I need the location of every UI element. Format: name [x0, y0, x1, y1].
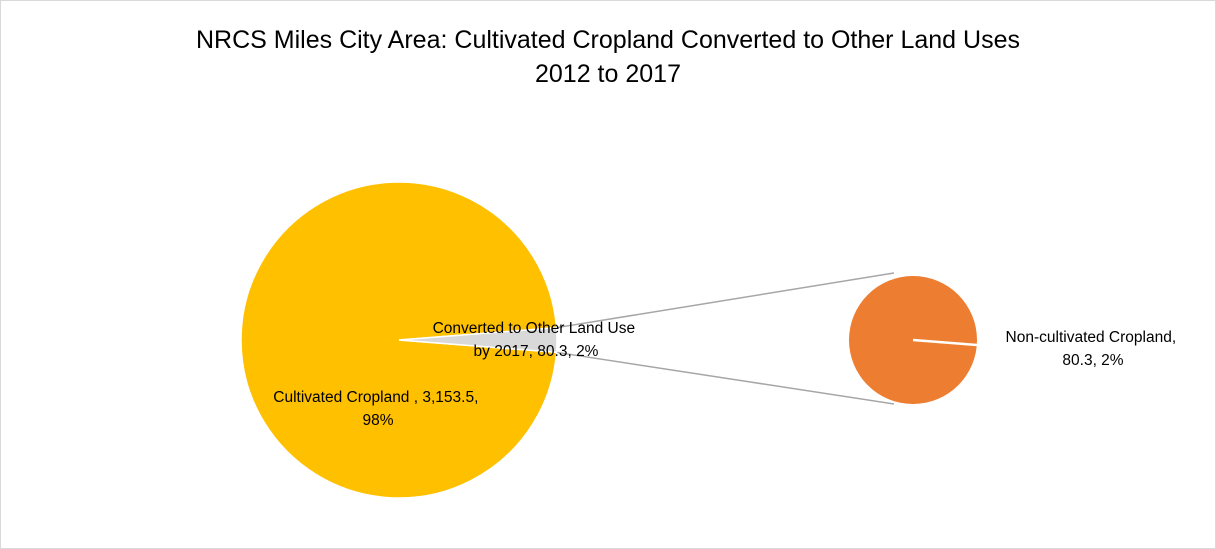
slice-converted-to-other-land-use	[398, 326, 558, 354]
slice-cultivated-cropland	[240, 181, 558, 499]
label-cultivated-line-2: 98%	[362, 412, 393, 429]
label-non-cultivated-cropland: Non-cultivated Cropland, 80.3, 2%	[1006, 329, 1181, 369]
chart-title-line-2: 2012 to 2017	[535, 60, 681, 88]
connector-line-bottom	[556, 351, 895, 405]
label-cultivated-cropland: Cultivated Cropland , 3,153.5, 98%	[273, 389, 482, 429]
chart-title: NRCS Miles City Area: Cultivated Croplan…	[1, 23, 1215, 91]
connector-line-top	[556, 272, 895, 329]
label-noncult-line-1: Non-cultivated Cropland,	[1006, 329, 1177, 346]
chart-title-line-1: NRCS Miles City Area: Cultivated Croplan…	[196, 26, 1020, 54]
label-cultivated-line-1: Cultivated Cropland , 3,153.5,	[273, 389, 478, 406]
secondary-pie	[849, 276, 978, 404]
primary-pie	[240, 181, 558, 499]
slice-seam	[912, 338, 978, 347]
data-labels: Converted to Other Land Use by 2017, 80.…	[273, 320, 1181, 429]
label-noncult-line-2: 80.3, 2%	[1062, 352, 1123, 369]
label-converted-line-2: by 2017, 80.3, 2%	[474, 343, 599, 360]
label-converted-line-1: Converted to Other Land Use	[433, 320, 635, 337]
label-converted: Converted to Other Land Use by 2017, 80.…	[433, 320, 640, 360]
connector-lines	[556, 272, 895, 405]
